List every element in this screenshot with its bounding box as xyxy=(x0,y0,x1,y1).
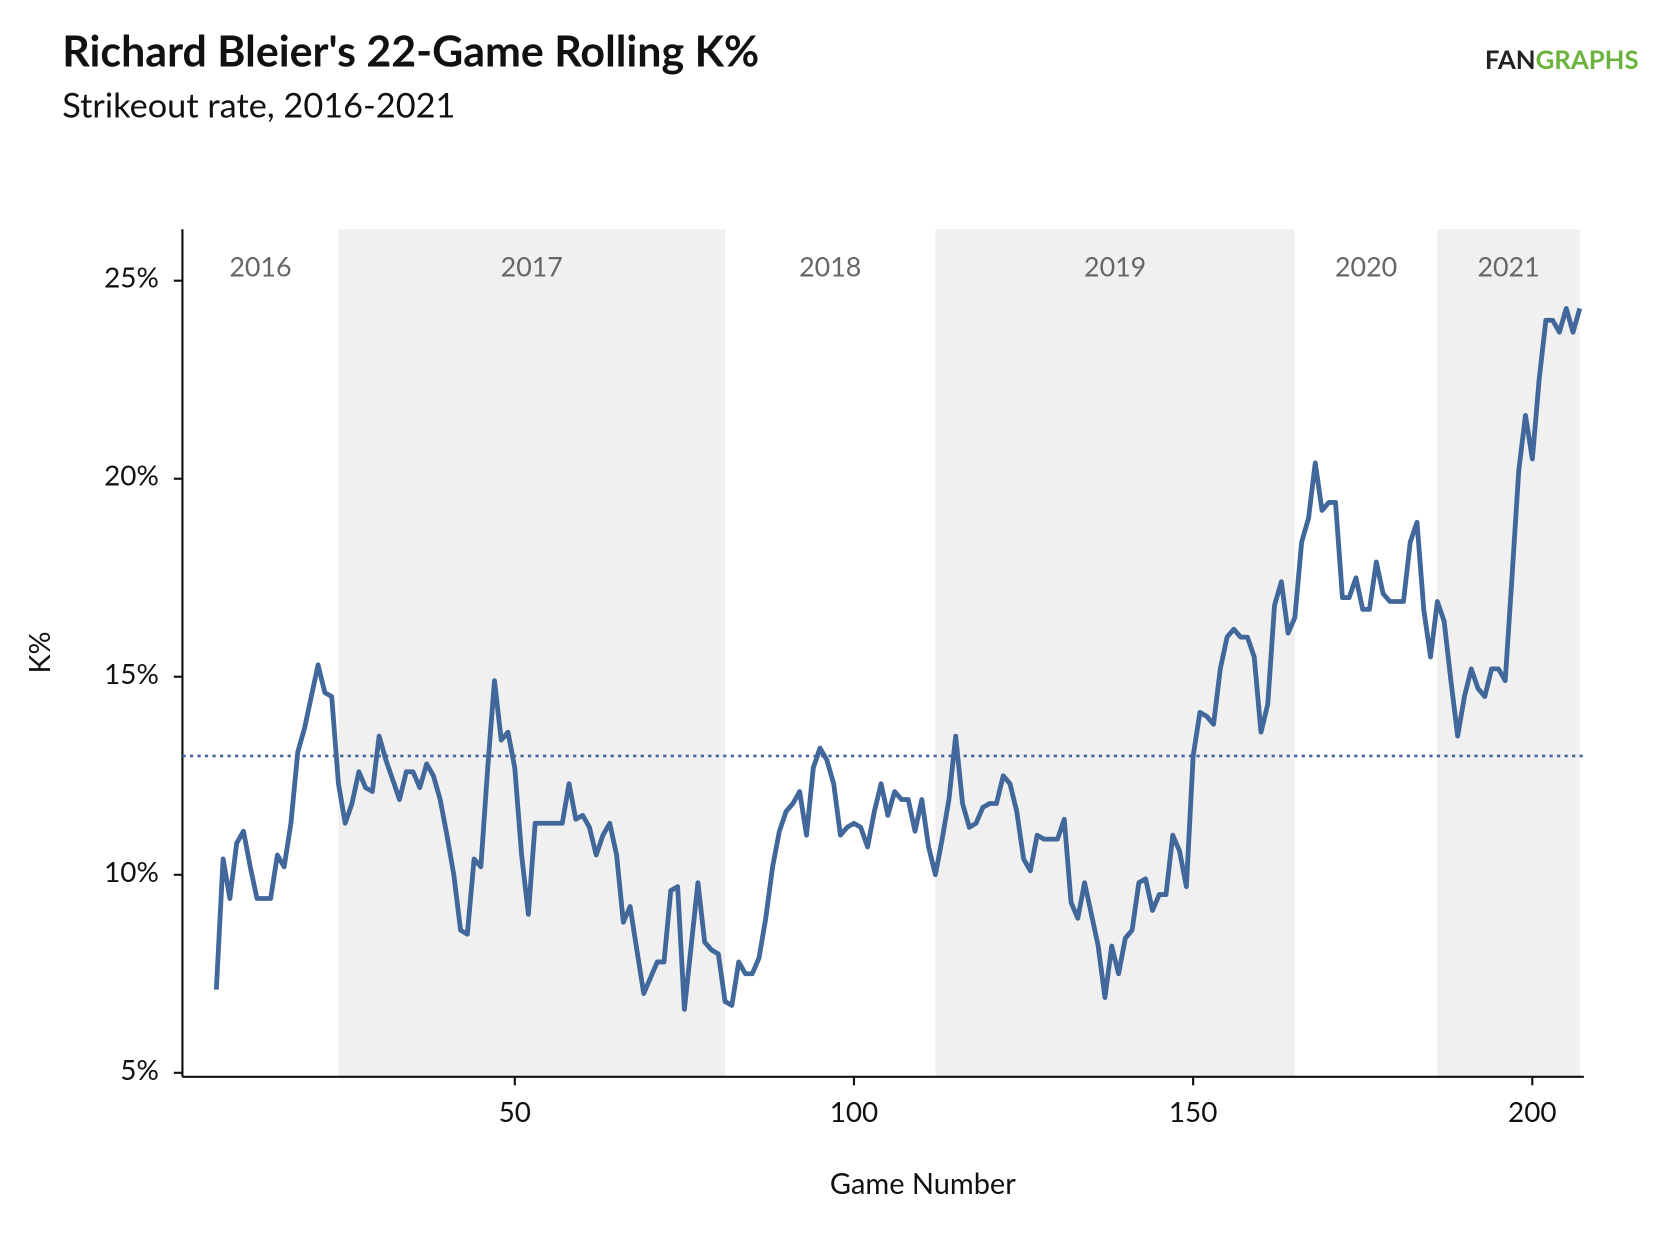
x-tick-label: 200 xyxy=(1508,1095,1557,1128)
season-label: 2019 xyxy=(1084,251,1146,283)
y-tick-label: 25% xyxy=(104,261,159,294)
x-tick-label: 50 xyxy=(499,1095,531,1128)
season-label: 2021 xyxy=(1477,251,1539,283)
season-label: 2018 xyxy=(799,251,861,283)
y-tick-label: 20% xyxy=(104,459,159,492)
y-tick-label: 10% xyxy=(104,855,159,888)
chart-title: Richard Bleier's 22-Game Rolling K% xyxy=(62,26,759,77)
chart-subtitle: Strikeout rate, 2016-2021 xyxy=(62,84,455,125)
y-tick-label: 5% xyxy=(120,1053,159,1086)
logo: FANGRAPHS xyxy=(1485,44,1639,74)
season-label: 2016 xyxy=(229,251,291,283)
x-tick-label: 150 xyxy=(1169,1095,1218,1128)
logo-part: GRAPHS xyxy=(1536,44,1639,74)
y-tick-label: 15% xyxy=(104,657,159,690)
logo-part: FAN xyxy=(1485,44,1536,74)
x-axis-label: Game Number xyxy=(830,1167,1016,1201)
season-label: 2020 xyxy=(1335,251,1397,283)
season-label: 2017 xyxy=(501,251,563,283)
season-band xyxy=(338,229,726,1077)
y-axis-label: K% xyxy=(23,631,57,673)
k-rate-line xyxy=(213,306,1583,1012)
season-band xyxy=(935,229,1295,1077)
x-tick-label: 100 xyxy=(830,1095,879,1128)
